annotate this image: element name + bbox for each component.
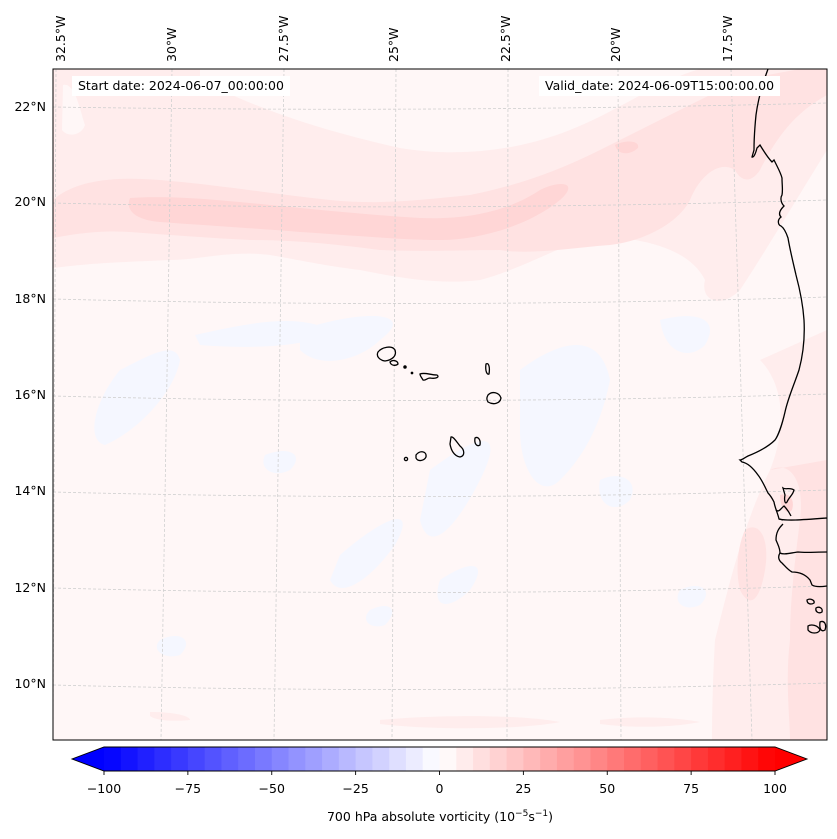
colorbar-extend-high-arrow <box>775 747 807 771</box>
island-brava <box>403 456 409 462</box>
island-fogo <box>415 451 427 462</box>
colorbar-segment <box>271 747 290 771</box>
valid-date-label: Valid_date: 2024-06-09T15:00:00.00 <box>539 76 781 96</box>
colorbar-segment <box>305 747 323 771</box>
colorbar-segment <box>556 747 575 771</box>
colorbar-segment <box>187 747 206 771</box>
island-sal <box>485 362 491 375</box>
colorbar-segment <box>254 747 273 771</box>
colorbar-tick-label: 25 <box>515 781 532 796</box>
colorbar-segment <box>204 747 223 771</box>
colorbar-segment <box>238 747 256 771</box>
colorbar-segment <box>540 747 558 771</box>
lat-label-20n: 20°N <box>14 194 46 209</box>
island-ilheu <box>410 371 414 375</box>
colorbar-segment <box>422 747 441 771</box>
colorbar-segment <box>640 747 659 771</box>
colorbar-segment <box>171 747 189 771</box>
lat-label-22n: 22°N <box>14 99 46 114</box>
colorbar-segment <box>120 747 139 771</box>
colorbar-segment <box>288 747 306 771</box>
colorbar-tick-label: −100 <box>86 781 122 796</box>
colorbar-segment <box>338 747 357 771</box>
negative-vorticity-patches <box>94 316 710 657</box>
map-frame <box>52 68 828 741</box>
colorbar-segment <box>758 747 776 771</box>
colorbar-segment <box>506 747 524 771</box>
colorbar-segment <box>691 747 709 771</box>
colorbar-segment <box>607 747 625 771</box>
coastline-mauritania-senegal <box>738 69 805 521</box>
start-date-label: Start date: 2024-06-07_00:00:00 <box>72 76 290 96</box>
colorbar-segment <box>322 747 340 771</box>
colorbar-tick-label: −75 <box>174 781 202 796</box>
colorbar-segment <box>489 747 508 771</box>
colorbar-segment <box>439 747 457 771</box>
colorbar-tick-label: 50 <box>599 781 616 796</box>
colorbar-segment <box>154 747 172 771</box>
colorbar-segment <box>741 747 759 771</box>
island-santo-antao <box>376 346 397 362</box>
colorbar-segment <box>724 747 743 771</box>
lat-label-14n: 14°N <box>14 483 46 498</box>
colorbar-segment <box>590 747 608 771</box>
colorbar-segment <box>674 747 692 771</box>
colorbar-segment <box>657 747 675 771</box>
colorbar-segment <box>624 747 642 771</box>
coastline-guinea-bissau <box>778 552 827 588</box>
colorbar-segment <box>389 747 407 771</box>
colorbar-tick-label: 75 <box>683 781 700 796</box>
colorbar-tick-label: −50 <box>258 781 285 796</box>
colorbar-segment <box>573 747 592 771</box>
colorbar-segment <box>372 747 390 771</box>
colorbar-segment <box>221 747 239 771</box>
graticule <box>53 69 827 740</box>
colorbar-segment <box>405 747 424 771</box>
colorbar-tick-label: 100 <box>763 781 787 796</box>
cape-verde-islands <box>376 346 502 462</box>
island-boa-vista <box>486 391 502 405</box>
coastline-saloum <box>775 505 792 517</box>
colorbar-segment <box>456 747 474 771</box>
colorbar-units: (10−5s−1) <box>494 809 554 825</box>
colorbar-extend-low-arrow <box>72 747 104 771</box>
lat-label-18n: 18°N <box>14 291 46 306</box>
island-santa-luzia <box>403 365 407 369</box>
island-sao-vicente <box>389 359 399 366</box>
colorbar-segment <box>137 747 155 771</box>
colorbar-variable: 700 hPa absolute vorticity <box>326 809 491 825</box>
island-santiago <box>449 436 465 458</box>
colorbar-tick-label: 0 <box>435 781 444 796</box>
colorbar-segment <box>473 747 491 771</box>
coastline-dakar-inlet <box>781 486 795 504</box>
positive-vorticity-level-3 <box>128 141 793 512</box>
colorbar-tick-label: −25 <box>342 781 369 796</box>
lat-label-16n: 16°N <box>14 387 46 402</box>
african-coastline <box>738 69 827 634</box>
colorbar-segment <box>523 747 541 771</box>
island-sao-nicolau <box>419 372 439 381</box>
colorbar-segment <box>707 747 726 771</box>
island-maio <box>474 436 481 447</box>
lat-label-10n: 10°N <box>14 676 46 691</box>
coastline-bijagos <box>806 598 827 634</box>
colorbar-segment <box>355 747 373 771</box>
coastline-gambia <box>778 517 827 521</box>
colorbar-segment <box>104 747 122 771</box>
colorbar-title: 700 hPa absolute vorticity (10−5s−1) <box>0 809 837 824</box>
lat-label-12n: 12°N <box>14 580 46 595</box>
